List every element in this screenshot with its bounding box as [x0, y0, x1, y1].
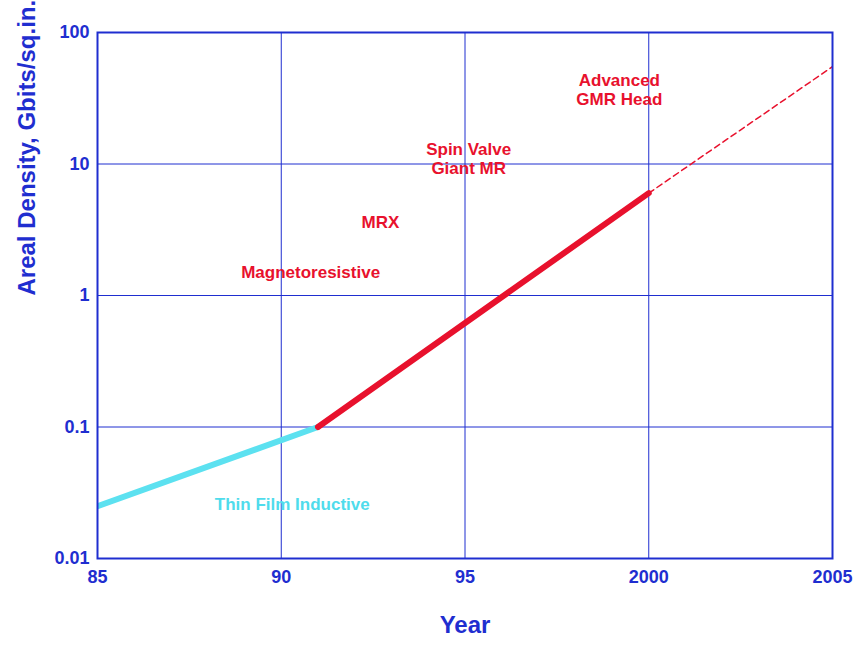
svg-text:2005: 2005 — [812, 567, 852, 587]
svg-text:Magnetoresistive: Magnetoresistive — [241, 263, 380, 282]
svg-text:100: 100 — [59, 22, 89, 42]
svg-text:Spin ValveGiant MR: Spin ValveGiant MR — [426, 140, 511, 178]
svg-text:AdvancedGMR Head: AdvancedGMR Head — [576, 71, 662, 109]
svg-text:90: 90 — [271, 567, 291, 587]
svg-text:85: 85 — [87, 567, 107, 587]
svg-text:MRX: MRX — [362, 213, 400, 232]
svg-text:0.1: 0.1 — [64, 417, 89, 437]
svg-text:Thin Film Inductive: Thin Film Inductive — [215, 495, 370, 514]
svg-text:0.01: 0.01 — [54, 548, 89, 568]
svg-text:Areal Density, Gbits/sq.in.: Areal Density, Gbits/sq.in. — [13, 0, 40, 296]
svg-text:Year: Year — [440, 611, 491, 638]
svg-text:10: 10 — [69, 154, 89, 174]
svg-text:1: 1 — [79, 285, 89, 305]
svg-text:2000: 2000 — [629, 567, 669, 587]
svg-text:95: 95 — [455, 567, 475, 587]
